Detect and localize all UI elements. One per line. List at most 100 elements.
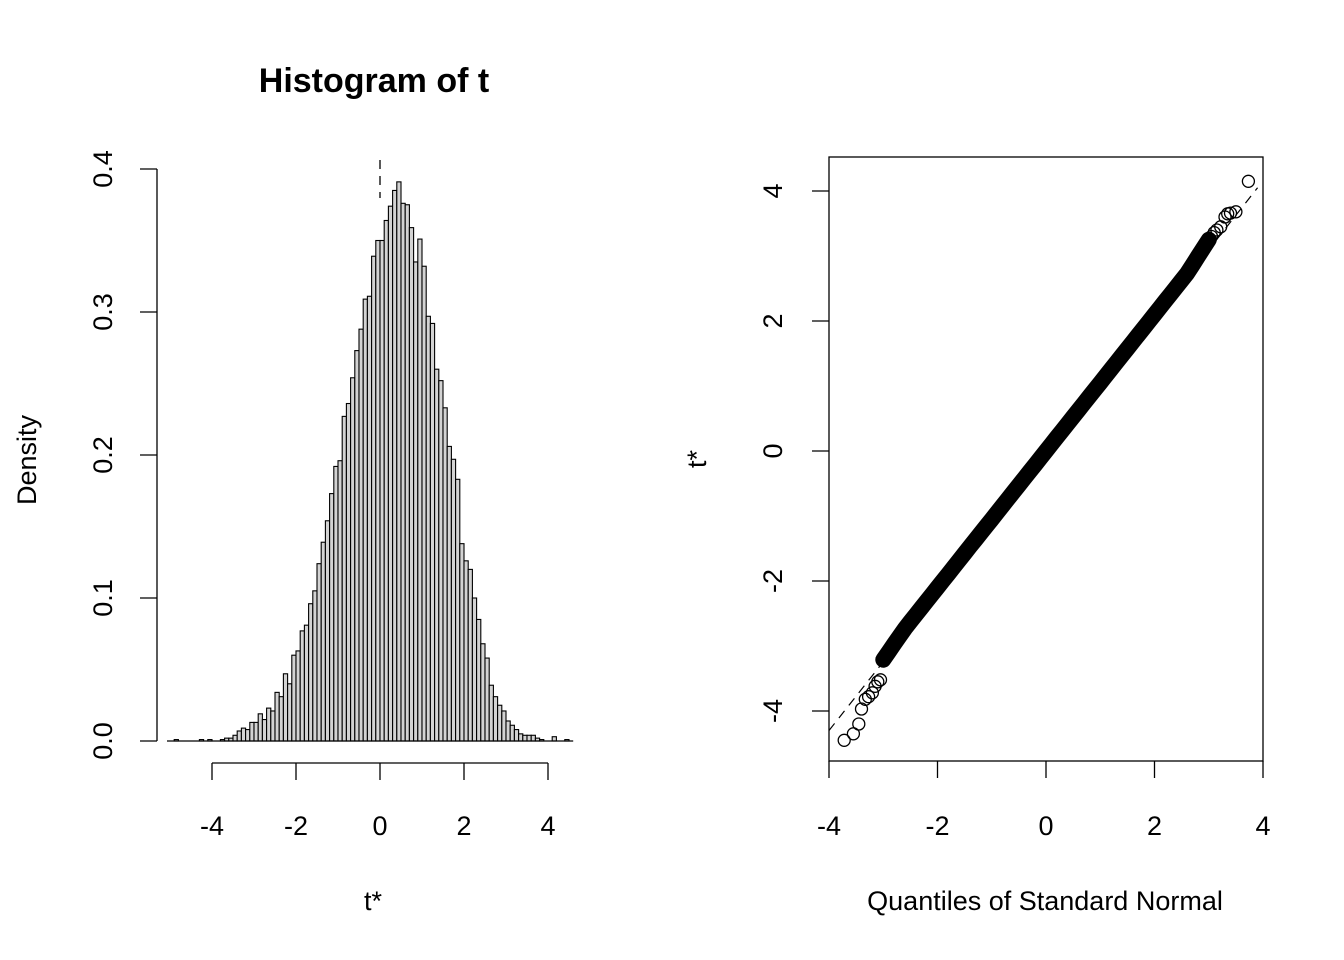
histogram-bar [236,730,242,742]
histogram-bar [354,350,360,742]
y-tick-label: 4 [758,183,788,198]
histogram-bar [312,590,318,742]
histogram-bar [253,721,259,742]
histogram-title: Histogram of t [259,62,489,100]
histogram-bar [425,315,431,742]
y-tick-label: 0.0 [88,722,118,760]
histogram-bar [476,618,482,742]
histogram-bar [501,710,507,742]
histogram-bar [366,295,373,742]
histogram-bar [463,560,469,742]
histogram-bar [492,696,499,742]
histogram-x-label: t* [364,886,383,916]
y-tick-label: 0.3 [88,293,118,331]
qq-point [1210,223,1224,237]
histogram-bar [526,734,532,742]
qq-point [1223,206,1238,220]
qq-y-label: t* [682,450,712,469]
histogram-bar [320,541,326,742]
histogram-bar [467,568,473,742]
y-tick-label: -4 [758,699,788,723]
histogram-bar [299,630,305,742]
histogram-bar [257,713,263,742]
histogram-y-axis: 0.0 0.1 0.2 0.3 0.4 [88,150,158,760]
y-tick-label: 0.1 [88,579,118,617]
histogram-bar [333,465,339,742]
qq-point [861,690,876,704]
x-tick-label: 2 [456,811,471,841]
histogram-bar [337,460,343,742]
histogram-bar [392,189,398,742]
histogram-bar [291,654,297,742]
histogram-bar [413,261,419,742]
histogram-bar [438,380,444,742]
histogram-bar [266,707,272,742]
qq-point [865,686,880,700]
histogram-bar [434,368,440,742]
histogram-bar [450,458,457,742]
qq-points-bulk [875,231,1217,668]
histogram-bar [484,657,490,742]
histogram-bars [167,181,574,742]
x-tick-label: 4 [1255,811,1270,841]
histogram-bar [513,729,520,742]
qq-point [871,675,885,689]
histogram-bar [471,597,478,742]
histogram-bar [316,563,322,742]
histogram-bar [329,493,335,742]
qq-y-axis: -4 -2 0 2 4 [758,183,829,723]
qq-point [873,673,888,687]
histogram-bar [400,202,406,742]
histogram-bar [488,684,494,742]
x-tick-label: -2 [284,811,308,841]
histogram-bar [350,377,356,742]
qq-x-label: Quantiles of Standard Normal [867,886,1223,916]
histogram-bar [522,734,528,742]
histogram-bar [371,255,377,742]
x-tick-label: 4 [540,811,555,841]
histogram-bar [345,402,352,742]
histogram-bar [274,691,280,742]
histogram-bar [396,181,402,742]
histogram-bar [249,721,255,742]
x-tick-label: 2 [1147,811,1162,841]
histogram-bar [505,720,511,742]
histogram-bar [480,643,486,742]
qq-point [852,717,866,731]
x-tick-label: 0 [372,811,387,841]
x-tick-label: 0 [1038,811,1053,841]
histogram-bar [429,322,436,742]
histogram-bar [509,724,515,742]
histogram-y-label: Density [12,414,42,505]
y-tick-label: -2 [758,569,788,593]
histogram-bar [518,733,524,742]
histogram-bar [245,729,251,742]
histogram-bar [295,650,301,742]
histogram-bar [341,415,347,742]
histogram-bar [442,407,448,742]
histogram-bar [417,238,423,742]
y-tick-label: 2 [758,313,788,328]
histogram-bar [232,734,238,742]
qq-point [837,733,851,747]
qq-point [858,692,872,706]
histogram-bar [421,265,427,742]
histogram-bar [261,718,268,742]
histogram-bar [383,219,389,742]
histogram-bar [240,727,247,742]
histogram-bar [404,204,410,742]
histogram-bar [375,239,381,742]
histogram-bar [387,205,394,742]
y-tick-label: 0.2 [88,436,118,474]
qq-points [837,174,1256,747]
histogram-bar [446,445,452,742]
histogram-bar [358,328,364,742]
histogram-bar [497,704,503,742]
x-tick-label: -2 [925,811,949,841]
qq-point [854,702,869,716]
histogram-bar [303,624,310,742]
histogram-bar [455,478,461,742]
qq-point [1241,174,1256,188]
histogram-panel: Histogram of t 0.0 0.1 0.2 0.3 0.4 -4 -2 0 2 4 t… [12,62,574,916]
